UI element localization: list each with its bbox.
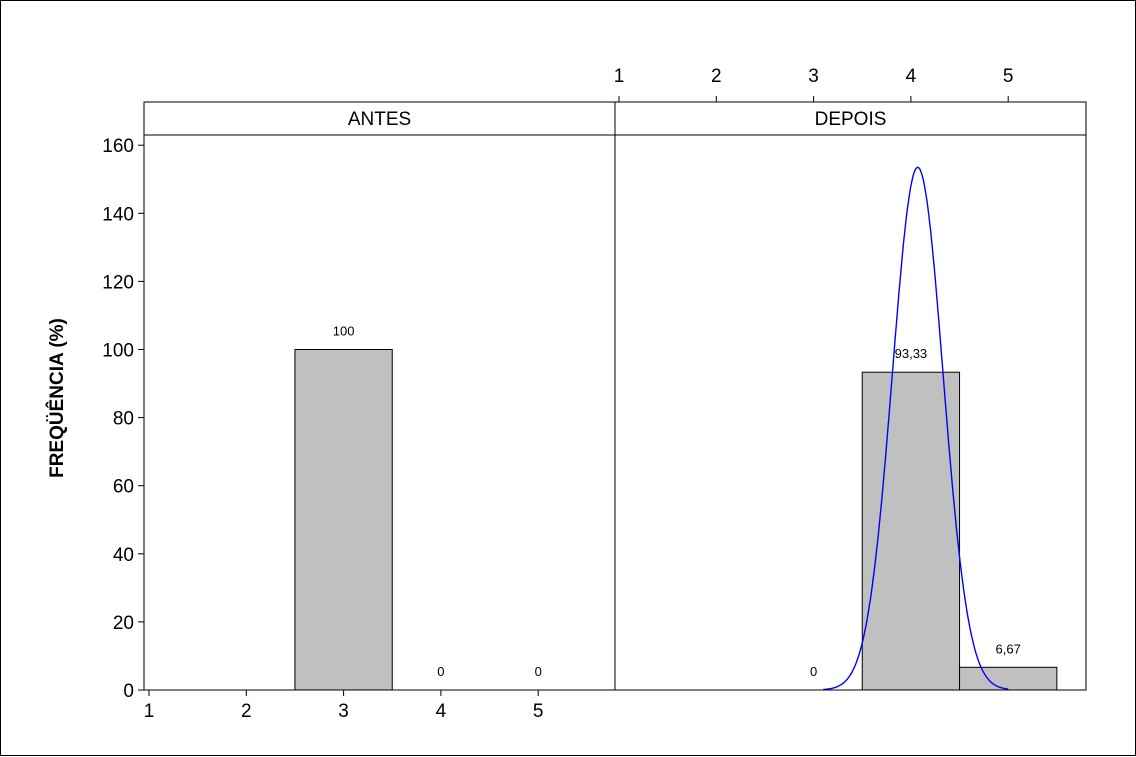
panel-antes: ANTES 100 0 0 [294, 109, 542, 691]
y-tick-label: 0 [123, 681, 134, 702]
x-axis-top: 1 2 3 4 5 [614, 66, 1014, 102]
data-label: 93,33 [895, 346, 928, 361]
x-tick-label-top: 3 [808, 66, 819, 87]
x-tick-label-top: 5 [1003, 66, 1014, 87]
data-label: 0 [437, 664, 444, 679]
y-axis-label: FREQÜÊNCIA (%) [46, 318, 68, 478]
x-tick-label-top: 1 [614, 66, 625, 87]
x-tick-label: 5 [533, 701, 544, 722]
x-axis-bottom: 1 2 3 4 5 [144, 690, 544, 722]
x-tick-label: 4 [436, 701, 447, 722]
x-tick-label: 3 [338, 701, 349, 722]
x-tick-label: 2 [241, 701, 252, 722]
x-tick-label: 1 [144, 701, 155, 722]
y-tick-label: 140 [102, 204, 134, 225]
panel-depois: DEPOIS 0 93,33 6,67 [810, 109, 1058, 691]
data-label: 0 [535, 664, 542, 679]
bar [861, 371, 961, 691]
data-label: 100 [333, 324, 355, 339]
normal-fit-curve [823, 166, 1009, 691]
bar [959, 666, 1058, 691]
data-label: 6,67 [996, 641, 1021, 656]
x-tick-label-top: 2 [711, 66, 722, 87]
y-tick-label: 160 [102, 136, 134, 157]
data-label: 0 [810, 664, 817, 679]
y-tick-label: 120 [102, 272, 134, 293]
x-tick-label-top: 4 [906, 66, 917, 87]
y-tick-label: 100 [102, 341, 134, 362]
y-tick-label: 20 [113, 613, 134, 634]
y-tick-label: 60 [113, 477, 134, 498]
panel-header: DEPOIS [815, 109, 887, 130]
y-tick-label: 40 [113, 545, 134, 566]
panel-header: ANTES [348, 109, 411, 130]
y-axis: 0 20 40 60 80 100 120 140 160 [102, 136, 144, 702]
y-tick-label: 80 [113, 409, 134, 430]
bar [294, 349, 393, 691]
